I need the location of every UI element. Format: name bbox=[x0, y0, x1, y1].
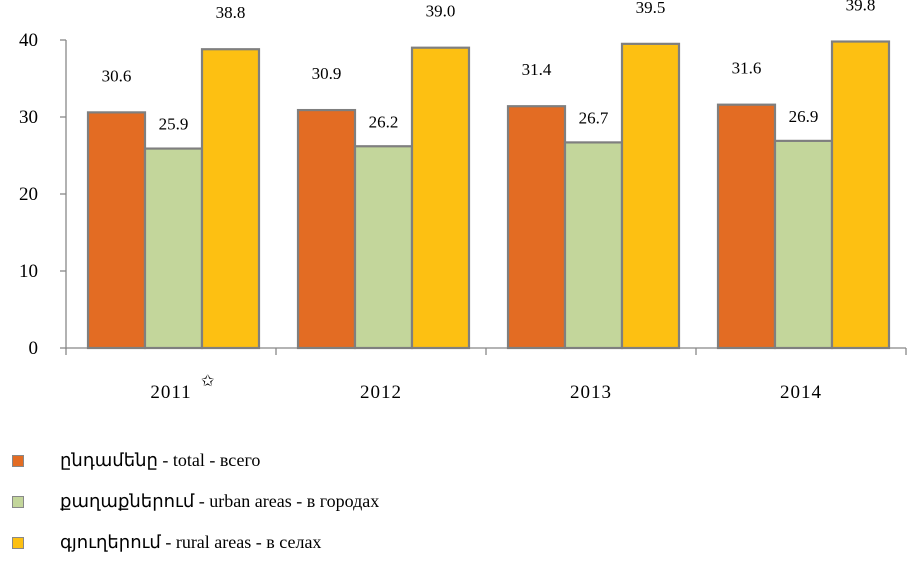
y-tick-label: 40 bbox=[19, 30, 38, 51]
bar-chart: 0 10 20 30 40 2011 ✩ 2012 2013 2014 30.6 30.9 31.4… bbox=[19, 0, 907, 403]
data-label: 31.4 bbox=[522, 60, 552, 79]
data-label: 25.9 bbox=[159, 115, 189, 134]
x-axis: 2011 ✩ 2012 2013 2014 bbox=[65, 347, 907, 403]
legend-swatch-rural bbox=[12, 536, 24, 549]
legend-label-total: ընդամենը - total - всего bbox=[60, 450, 261, 470]
bar bbox=[773, 139, 834, 350]
x-category-label: 2013 bbox=[570, 382, 612, 403]
data-label: 26.7 bbox=[579, 108, 609, 127]
bars bbox=[86, 40, 891, 350]
x-category-label: 2011 bbox=[150, 382, 191, 403]
data-label: 38.8 bbox=[216, 3, 246, 22]
legend-label-rural: գյուղերում - rural areas - в селах bbox=[60, 532, 322, 552]
category-footnote-mark: ✩ bbox=[201, 371, 215, 390]
legend-swatch-total bbox=[12, 454, 24, 467]
bar bbox=[353, 145, 414, 350]
bar bbox=[506, 105, 567, 350]
bar bbox=[296, 108, 357, 350]
y-tick-label: 30 bbox=[19, 107, 38, 128]
legend-item-total: ընդամենը - total - всего bbox=[12, 440, 379, 481]
x-category-label: 2014 bbox=[780, 382, 822, 403]
bar bbox=[200, 48, 261, 350]
legend-swatch-urban bbox=[12, 495, 24, 508]
bar bbox=[830, 40, 891, 350]
data-label: 39.5 bbox=[636, 0, 666, 17]
y-tick-label: 10 bbox=[19, 261, 38, 282]
bar bbox=[410, 46, 471, 350]
data-label: 39.8 bbox=[846, 0, 876, 15]
data-label: 30.6 bbox=[102, 66, 132, 85]
legend: ընդամենը - total - всего քաղաքներում - u… bbox=[12, 440, 379, 563]
bar bbox=[620, 42, 681, 350]
legend-label-urban: քաղաքներում - urban areas - в городах bbox=[60, 491, 380, 511]
data-labels: 30.6 30.9 31.4 31.6 25.9 26.2 26.7 26.9 38.8 39.0… bbox=[102, 0, 876, 134]
x-category-label: 2012 bbox=[360, 382, 402, 403]
bar bbox=[143, 147, 204, 350]
legend-item-rural: գյուղերում - rural areas - в селах bbox=[12, 522, 379, 563]
data-label: 31.6 bbox=[732, 59, 762, 78]
data-label: 30.9 bbox=[312, 64, 342, 83]
y-tick-label: 0 bbox=[29, 338, 39, 359]
bar bbox=[563, 141, 624, 350]
bar bbox=[716, 103, 777, 350]
data-label: 39.0 bbox=[426, 2, 456, 21]
data-label: 26.9 bbox=[789, 107, 819, 126]
data-label: 26.2 bbox=[369, 112, 399, 131]
legend-item-urban: քաղաքներում - urban areas - в городах bbox=[12, 481, 379, 522]
bar bbox=[86, 111, 147, 350]
y-axis: 0 10 20 30 40 bbox=[19, 30, 67, 359]
y-tick-label: 20 bbox=[19, 184, 38, 205]
